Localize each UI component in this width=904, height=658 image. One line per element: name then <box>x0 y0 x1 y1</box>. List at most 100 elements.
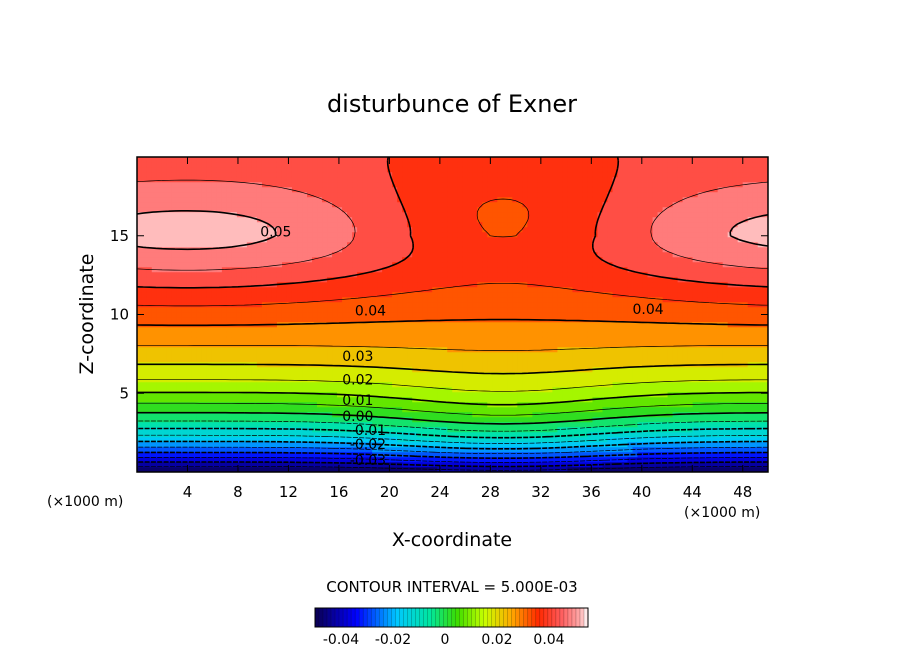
field-cell <box>527 376 533 383</box>
field-cell <box>206 216 213 223</box>
field-cell <box>216 196 223 203</box>
field-cell <box>437 391 443 398</box>
field-cell <box>261 311 268 318</box>
field-cell <box>246 176 253 183</box>
field-cell <box>487 391 493 398</box>
field-cell <box>522 157 528 163</box>
field-cell <box>137 201 143 208</box>
field-cell <box>166 346 173 353</box>
field-cell <box>527 256 533 263</box>
field-cell <box>387 396 393 403</box>
field-cell <box>502 346 508 353</box>
field-cell <box>206 436 213 443</box>
field-cell <box>377 291 383 298</box>
field-cell <box>517 406 523 413</box>
field-cell <box>141 406 148 413</box>
field-cell <box>307 331 313 338</box>
field-cell <box>156 291 163 298</box>
field-cell <box>487 351 493 358</box>
field-cell <box>281 296 288 303</box>
field-cell <box>447 246 453 253</box>
field-cell <box>392 157 398 163</box>
field-cell <box>422 331 428 338</box>
field-cell <box>412 391 418 398</box>
field-cell <box>362 161 368 168</box>
field-cell <box>382 421 388 428</box>
field-cell <box>307 161 313 168</box>
field-cell <box>276 157 283 163</box>
field-cell <box>307 211 313 218</box>
field-cell <box>427 196 433 203</box>
field-cell <box>392 396 398 403</box>
field-cell <box>156 181 163 188</box>
field-cell <box>527 186 533 193</box>
field-cell <box>221 191 228 198</box>
field-cell <box>191 406 198 413</box>
field-cell <box>271 336 278 343</box>
field-cell <box>342 241 348 248</box>
field-cell <box>261 226 268 233</box>
field-cell <box>251 401 258 408</box>
field-cell <box>457 216 463 223</box>
field-cell <box>352 201 358 208</box>
field-cell <box>317 246 323 253</box>
field-cell <box>231 396 238 403</box>
field-cell <box>297 236 303 243</box>
field-cell <box>382 381 388 388</box>
field-cell <box>297 291 303 298</box>
field-cell <box>477 326 483 333</box>
field-cell <box>347 346 353 353</box>
field-cell <box>231 436 238 443</box>
field-cell <box>271 401 278 408</box>
field-cell <box>477 181 483 188</box>
field-cell <box>191 201 198 208</box>
field-cell <box>457 361 463 368</box>
field-cell <box>312 451 318 458</box>
field-cell <box>352 326 358 333</box>
field-cell <box>196 451 203 458</box>
field-cell <box>141 401 148 408</box>
field-cell <box>357 306 363 313</box>
field-cell <box>342 166 348 173</box>
field-cell <box>347 321 353 328</box>
field-cell <box>176 371 183 378</box>
field-cell <box>462 321 468 328</box>
field-cell <box>367 196 373 203</box>
field-cell <box>402 271 408 278</box>
field-cell <box>291 281 298 288</box>
field-cell <box>137 286 143 293</box>
field-cell <box>226 216 233 223</box>
field-cell <box>281 301 288 308</box>
field-cell <box>472 406 478 413</box>
field-cell <box>226 261 233 268</box>
field-cell <box>256 171 263 178</box>
field-cell <box>261 346 268 353</box>
field-cell <box>246 251 253 258</box>
field-cell <box>246 236 253 243</box>
field-cell <box>241 381 248 388</box>
field-cell <box>291 436 298 443</box>
field-cell <box>271 256 278 263</box>
field-cell <box>357 296 363 303</box>
field-cell <box>462 166 468 173</box>
field-cell <box>447 341 453 348</box>
field-cell <box>166 441 173 448</box>
field-cell <box>286 311 293 318</box>
field-cell <box>276 181 283 188</box>
field-cell <box>211 346 218 353</box>
field-cell <box>357 246 363 253</box>
field-cell <box>332 451 338 458</box>
field-cell <box>281 416 288 423</box>
field-cell <box>291 306 298 313</box>
field-cell <box>367 401 373 408</box>
field-cell <box>221 326 228 333</box>
field-cell <box>276 286 283 293</box>
field-cell <box>492 231 498 238</box>
field-cell <box>201 256 208 263</box>
field-cell <box>281 161 288 168</box>
field-cell <box>201 396 208 403</box>
field-cell <box>286 356 293 363</box>
field-cell <box>382 176 388 183</box>
field-cell <box>377 226 383 233</box>
field-cell <box>382 236 388 243</box>
